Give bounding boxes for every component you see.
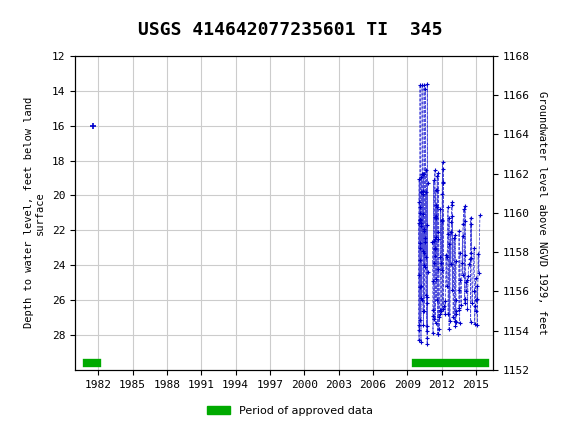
- Text: ≡USGS: ≡USGS: [12, 17, 66, 35]
- Y-axis label: Groundwater level above NGVD 1929, feet: Groundwater level above NGVD 1929, feet: [536, 91, 547, 335]
- Legend: Period of approved data: Period of approved data: [203, 401, 377, 420]
- Text: USGS 414642077235601 TI  345: USGS 414642077235601 TI 345: [138, 21, 442, 39]
- Y-axis label: Depth to water level, feet below land
surface: Depth to water level, feet below land su…: [24, 97, 45, 329]
